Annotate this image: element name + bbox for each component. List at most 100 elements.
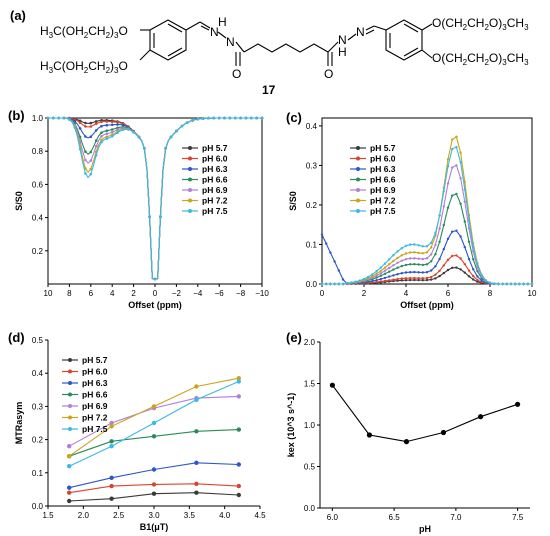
z-spectrum-point [127,128,130,131]
x-tick-label: 8 [67,289,72,298]
z-spectrum-point [89,125,93,128]
legend-d-label: pH 6.9 [82,401,108,411]
z-spectrum-point [228,116,232,120]
mtr-asym-point [446,258,450,261]
mtr-asym-point [430,269,433,272]
mtr-asym-point [459,161,462,164]
mtr-asym-point [325,282,328,286]
z-spectrum-point [244,116,248,120]
x-tick-label: 2.0 [78,511,90,520]
z-spectrum-point [196,117,200,121]
z-spectrum-point [73,126,77,129]
mtr-asym-point [421,277,424,280]
mtr-asym-point [430,253,433,256]
mtr-asym-point [413,270,416,274]
legend-d-marker [68,415,72,420]
mtr-asym-point [375,274,378,277]
mtr-series-point [67,490,72,495]
x-tick-label: −4 [193,289,203,298]
y-tick-label: 1.5 [304,380,316,389]
z-spectrum-point [89,159,93,162]
right-top-substituent: O(CH2CH2O)3CH3 [432,16,529,32]
mtr-asym-point [526,282,529,286]
mtr-series-point [194,397,199,402]
mtr-asym-point [333,282,336,286]
mtr-asym-point [413,251,416,254]
mtr-asym-point [425,263,429,266]
mtr-asym-point [455,164,458,167]
mtr-asym-point [421,257,424,261]
legend-b-label: pH 5.7 [202,143,228,153]
mtr-asym-point [388,263,391,266]
z-spectrum-point [62,116,66,120]
mtr-asym-point [434,273,437,276]
mtr-asym-point [430,278,433,281]
mtr-asym-point [400,272,403,275]
mtr-asym-point [522,282,525,286]
mtr-asym-point [455,229,458,232]
y-tick-label: 0.0 [32,502,44,511]
legend-d-label: pH 6.3 [82,378,108,388]
mtr-asym-point [480,279,483,282]
mtr-asym-point [329,282,332,286]
mtr-series-point [194,490,199,495]
mtr-asym-point [421,252,424,255]
mtr-asym-point [392,254,395,257]
mtr-asym-point [438,274,441,278]
mtr-asym-point [425,251,429,254]
mtr-asym-point [459,202,462,205]
mtr-asym-point [476,278,479,282]
mtr-series-point [67,444,72,449]
legend-b-label: pH 6.0 [202,154,228,164]
mtr-asym-point [484,279,487,282]
y-tick-label: 0.2 [306,201,318,210]
mtr-asym-point [425,276,429,280]
mtr-asym-point [446,165,450,168]
mtr-asym-point [325,242,328,245]
panel-label-d: (d) [8,330,25,345]
mtr-asym-point [358,279,361,282]
legend-d-marker [68,358,72,362]
mtr-asym-point [425,271,429,274]
mtr-asym-point [337,269,340,272]
mtr-asym-point [417,277,420,280]
mtr-asym-point [505,282,508,286]
mtr-series-point [109,496,114,501]
mtr-asym-point [362,277,366,281]
mtr-asym-point [430,241,433,244]
z-spectrum-point [121,128,125,131]
mtr-asym-point [404,263,408,267]
legend-c-label: pH 6.0 [370,154,396,164]
mtr-asym-point [463,263,466,266]
y-axis-label: S/S0 [288,191,298,211]
mtr-asym-point [442,247,445,251]
mtr-series-point [236,427,241,432]
panel-label-b: (b) [8,108,25,123]
x-tick-label: 10 [44,289,53,298]
mtr-asym-point [400,254,403,257]
mtr-asym-point [337,282,340,286]
mtr-asym-point [375,272,378,275]
mtr-series-point [236,376,241,381]
z-spectrum-point [212,116,216,120]
legend-c-marker [356,156,360,161]
mtr-series-point [236,483,241,489]
legend-c-marker [356,209,360,213]
mtr-asym-point [409,251,412,254]
mtr-asym-point [493,282,496,285]
z-spectrum-point [78,147,82,151]
x-tick-label: 0 [153,289,158,298]
z-spectrum-point [84,121,87,125]
y-tick-label: 2.0 [304,338,316,347]
mtr-asym-point [442,271,445,275]
mtr-asym-point [392,268,395,271]
mtr-asym-point [396,250,399,253]
mtr-asym-point [392,264,395,267]
mtr-asym-point [455,192,458,196]
mtr-asym-point [421,271,424,274]
mtr-asym-point [388,279,391,282]
z-spectrum-point [116,128,119,131]
nitrogen-right-2: N [356,25,365,39]
kex-point [329,382,335,388]
